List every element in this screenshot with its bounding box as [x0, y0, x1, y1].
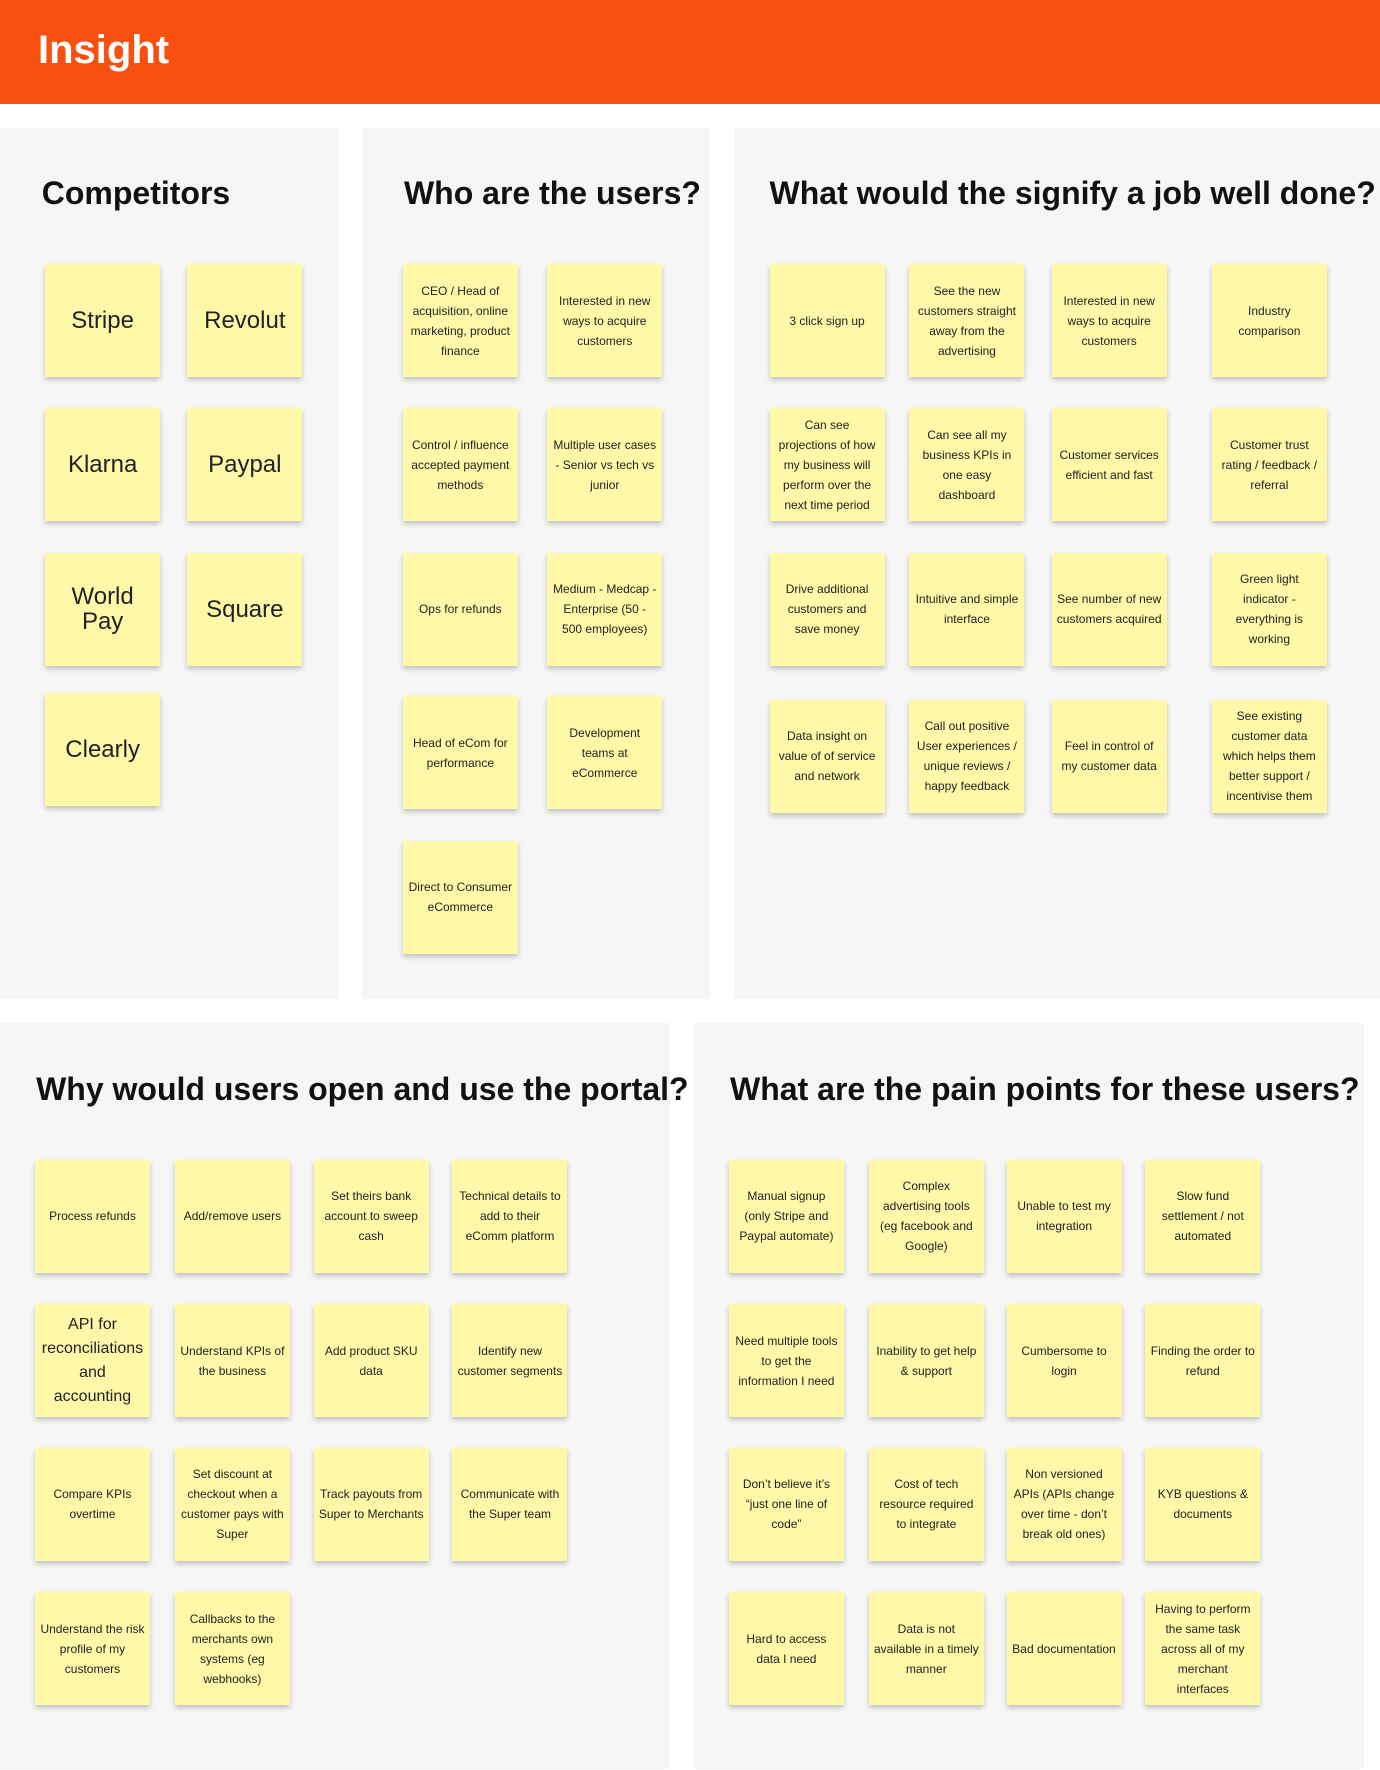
sticky-note: Drive additional customers and save mone…: [769, 552, 885, 666]
sticky-note: Clearly: [45, 692, 161, 806]
sticky-note: Customer services efficient and fast: [1051, 408, 1167, 522]
section-title: Who are the users?: [403, 174, 701, 211]
sticky-note: Call out positive User experiences / uni…: [909, 699, 1025, 813]
sticky-note: See existing customer data which helps t…: [1211, 699, 1327, 813]
section-title: Why would users open and use the portal?: [36, 1070, 689, 1107]
sticky-note: Technical details to add to their eComm …: [452, 1159, 568, 1273]
sticky-note: Ops for refunds: [402, 552, 518, 666]
sticky-note: Track payouts from Super to Merchants: [313, 1447, 429, 1561]
sticky-note: Bad documentation: [1006, 1592, 1122, 1706]
sticky-note: Development teams at eCommerce: [547, 696, 663, 810]
sticky-note: Add/remove users: [174, 1159, 290, 1273]
sticky-note: Manual signup (only Stripe and Paypal au…: [728, 1159, 844, 1273]
sticky-note: Understand KPIs of the business: [174, 1304, 290, 1418]
sticky-note: Can see all my business KPIs in one easy…: [909, 408, 1025, 522]
sticky-note: Compare KPIs overtime: [34, 1447, 150, 1561]
sticky-note: Square: [187, 552, 303, 666]
sticky-note: API for reconciliations and accounting: [34, 1304, 150, 1418]
sticky-note: Inability to get help & support: [868, 1304, 984, 1418]
sticky-note: Understand the risk profile of my custom…: [34, 1592, 150, 1706]
sticky-note: Green light indicator - everything is wo…: [1211, 552, 1327, 666]
sticky-note: Industry comparison: [1211, 264, 1327, 378]
sticky-note: Data is not available in a timely manner: [868, 1592, 984, 1706]
sticky-note: Medium - Medcap - Enterprise (50 - 500 e…: [547, 552, 663, 666]
sticky-note: Non versioned APIs (APIs change over tim…: [1006, 1447, 1122, 1561]
sticky-note: Process refunds: [34, 1159, 150, 1273]
sticky-note: Control / influence accepted payment met…: [402, 408, 518, 522]
sticky-note: Revolut: [187, 264, 303, 378]
sticky-note: Unable to test my integration: [1006, 1159, 1122, 1273]
sticky-note: Identify new customer segments: [452, 1304, 568, 1418]
sticky-note: Multiple user cases - Senior vs tech vs …: [547, 408, 663, 522]
sticky-note: Intuitive and simple interface: [909, 552, 1025, 666]
header: Insight: [0, 0, 1380, 104]
sticky-note: Interested in new ways to acquire custom…: [1051, 264, 1167, 378]
sticky-note: Callbacks to the merchants own systems (…: [174, 1592, 290, 1706]
sticky-note: Head of eCom for performance: [402, 696, 518, 810]
sticky-note: Hard to access data I need: [728, 1592, 844, 1706]
section-title: What would the signify a job well done?: [769, 174, 1376, 211]
sticky-note: Slow fund settlement / not automated: [1145, 1159, 1261, 1273]
sticky-note: Having to perform the same task across a…: [1145, 1592, 1261, 1706]
sticky-note: Paypal: [187, 408, 303, 522]
sticky-note: Direct to Consumer eCommerce: [402, 840, 518, 954]
sticky-note: Set theirs bank account to sweep cash: [313, 1159, 429, 1273]
sticky-note: Cumbersome to login: [1006, 1304, 1122, 1418]
section-title: What are the pain points for these users…: [730, 1070, 1360, 1107]
sticky-note: Feel in control of my customer data: [1051, 699, 1167, 813]
sticky-note: Finding the order to refund: [1145, 1304, 1261, 1418]
sticky-note: Set discount at checkout when a customer…: [174, 1447, 290, 1561]
sticky-note: See number of new customers acquired: [1051, 552, 1167, 666]
sticky-note: Need multiple tools to get the informati…: [728, 1304, 844, 1418]
sticky-note: Klarna: [45, 408, 161, 522]
sticky-note: Cost of tech resource required to integr…: [868, 1447, 984, 1561]
sticky-note: World Pay: [45, 552, 161, 666]
sticky-note: Stripe: [45, 264, 161, 378]
header-title: Insight: [38, 28, 170, 72]
sticky-note: Data insight on value of of service and …: [769, 699, 885, 813]
sticky-note: Don’t believe it’s “just one line of cod…: [728, 1447, 844, 1561]
sticky-note: Communicate with the Super team: [452, 1447, 568, 1561]
sticky-note: 3 click sign up: [769, 264, 885, 378]
sticky-note: Can see projections of how my business w…: [769, 408, 885, 522]
sticky-note: CEO / Head of acquisition, online market…: [402, 264, 518, 378]
sticky-note: See the new customers straight away from…: [909, 264, 1025, 378]
sticky-note: Customer trust rating / feedback / refer…: [1211, 408, 1327, 522]
sticky-note: KYB questions & documents: [1145, 1447, 1261, 1561]
sticky-note: Interested in new ways to acquire custom…: [547, 264, 663, 378]
sticky-note: Add product SKU data: [313, 1304, 429, 1418]
section-title: Competitors: [41, 174, 231, 211]
sticky-note: Complex advertising tools (eg facebook a…: [868, 1159, 984, 1273]
